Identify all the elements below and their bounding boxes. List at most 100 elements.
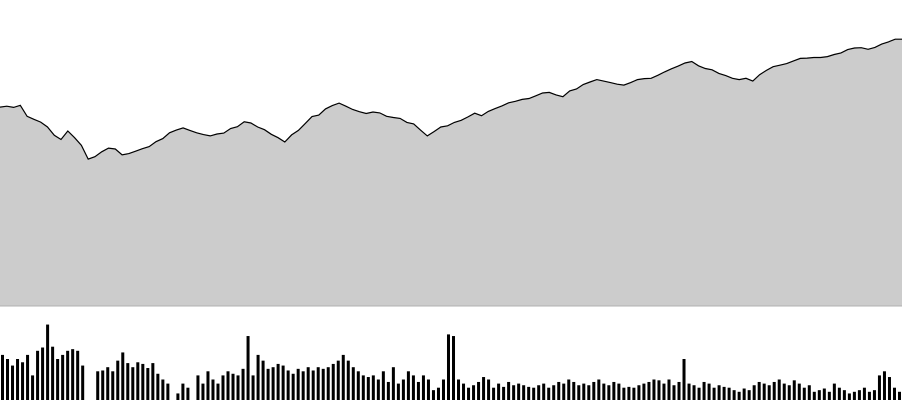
volume-bar bbox=[822, 388, 826, 400]
volume-bar bbox=[592, 381, 596, 400]
volume-bar bbox=[477, 381, 481, 400]
volume-bar bbox=[421, 375, 425, 400]
volume-bar bbox=[482, 377, 486, 400]
volume-bar bbox=[371, 375, 375, 400]
volume-bar bbox=[241, 368, 245, 400]
volume-bar bbox=[577, 385, 581, 400]
volume-bar bbox=[1, 354, 5, 400]
volume-bar bbox=[877, 375, 881, 400]
volume-bar bbox=[346, 360, 350, 400]
volume-bar bbox=[597, 379, 601, 400]
volume-bar bbox=[356, 371, 360, 400]
volume-bar bbox=[336, 360, 340, 400]
volume-bar bbox=[657, 380, 661, 400]
price-area-fill bbox=[0, 39, 902, 306]
volume-bar bbox=[827, 391, 831, 400]
volume-bar bbox=[251, 375, 255, 400]
volume-bar bbox=[682, 359, 686, 400]
price-area-chart bbox=[0, 38, 902, 306]
volume-bar bbox=[642, 383, 646, 400]
volume-bar bbox=[547, 387, 551, 400]
volume-bar bbox=[667, 379, 671, 400]
volume-bar bbox=[587, 385, 591, 400]
volume-bar bbox=[522, 385, 526, 400]
volume-bar bbox=[562, 383, 566, 400]
volume-bar bbox=[852, 391, 856, 400]
volume-bar bbox=[672, 385, 676, 400]
volume-bar bbox=[862, 387, 866, 400]
volume-bar bbox=[707, 383, 711, 400]
volume-bar bbox=[472, 385, 476, 400]
volume-bar bbox=[266, 368, 270, 400]
volume-bar bbox=[847, 393, 851, 400]
volume-bar bbox=[732, 390, 736, 400]
volume-bar bbox=[832, 383, 836, 400]
volume-bar bbox=[567, 379, 571, 400]
volume-bar bbox=[146, 368, 150, 400]
volume-bar bbox=[26, 354, 30, 400]
volume-bar bbox=[221, 375, 225, 400]
volume-bar bbox=[627, 386, 631, 400]
volume-bar bbox=[296, 368, 300, 400]
volume-bar bbox=[537, 385, 541, 400]
volume-bar bbox=[446, 334, 450, 400]
volume-bar bbox=[206, 371, 210, 400]
volume-bar bbox=[792, 380, 796, 400]
volume-bar bbox=[457, 379, 461, 400]
volume-bar bbox=[56, 359, 60, 400]
volume-bar bbox=[106, 367, 110, 400]
volume-bar bbox=[897, 391, 901, 400]
volume-bar bbox=[637, 385, 641, 400]
volume-bar bbox=[687, 383, 691, 400]
volume-bar bbox=[196, 375, 200, 400]
volume-bar bbox=[467, 387, 471, 400]
volume-bar bbox=[11, 365, 15, 400]
volume-bar bbox=[722, 386, 726, 400]
volume-bar bbox=[231, 373, 235, 400]
volume-bar bbox=[31, 375, 35, 400]
volume-bar bbox=[492, 387, 496, 400]
volume-bar bbox=[512, 385, 516, 400]
volume-bar bbox=[156, 373, 160, 400]
volume-bar bbox=[702, 381, 706, 400]
volume-bar bbox=[632, 387, 636, 400]
volume-bar bbox=[411, 375, 415, 400]
volume-bar bbox=[762, 383, 766, 400]
volume-bar bbox=[797, 383, 801, 400]
volume-bar bbox=[532, 387, 536, 400]
volume-bar bbox=[426, 379, 430, 400]
volume-bar bbox=[136, 362, 140, 400]
volume-bar bbox=[802, 387, 806, 400]
volume-bar bbox=[126, 363, 130, 400]
price-line bbox=[0, 38, 902, 160]
volume-bar bbox=[772, 381, 776, 400]
volume-bar bbox=[276, 363, 280, 400]
volume-bar bbox=[622, 387, 626, 400]
volume-bar bbox=[316, 367, 320, 400]
volume-bar bbox=[452, 336, 456, 400]
volume-bar-chart bbox=[1, 324, 901, 400]
volume-bar bbox=[837, 387, 841, 400]
volume-bar bbox=[677, 381, 681, 400]
volume-bar bbox=[111, 371, 115, 400]
volume-bar bbox=[406, 371, 410, 400]
volume-bar bbox=[66, 350, 70, 400]
volume-bar bbox=[116, 360, 120, 400]
volume-bar bbox=[181, 383, 185, 400]
volume-bar bbox=[812, 391, 816, 400]
volume-bar bbox=[817, 390, 821, 400]
volume-bar bbox=[161, 379, 165, 400]
volume-bar bbox=[692, 385, 696, 400]
volume-bar bbox=[236, 375, 240, 400]
volume-bar bbox=[857, 390, 861, 400]
volume-bar bbox=[151, 363, 155, 400]
volume-bar bbox=[517, 383, 521, 400]
volume-bar bbox=[76, 350, 80, 400]
volume-bar bbox=[216, 383, 220, 400]
volume-bar bbox=[46, 324, 50, 400]
volume-bar bbox=[542, 383, 546, 400]
volume-bar bbox=[36, 350, 40, 400]
volume-bar bbox=[507, 381, 511, 400]
volume-bar bbox=[121, 352, 125, 400]
volume-bar bbox=[261, 360, 265, 400]
